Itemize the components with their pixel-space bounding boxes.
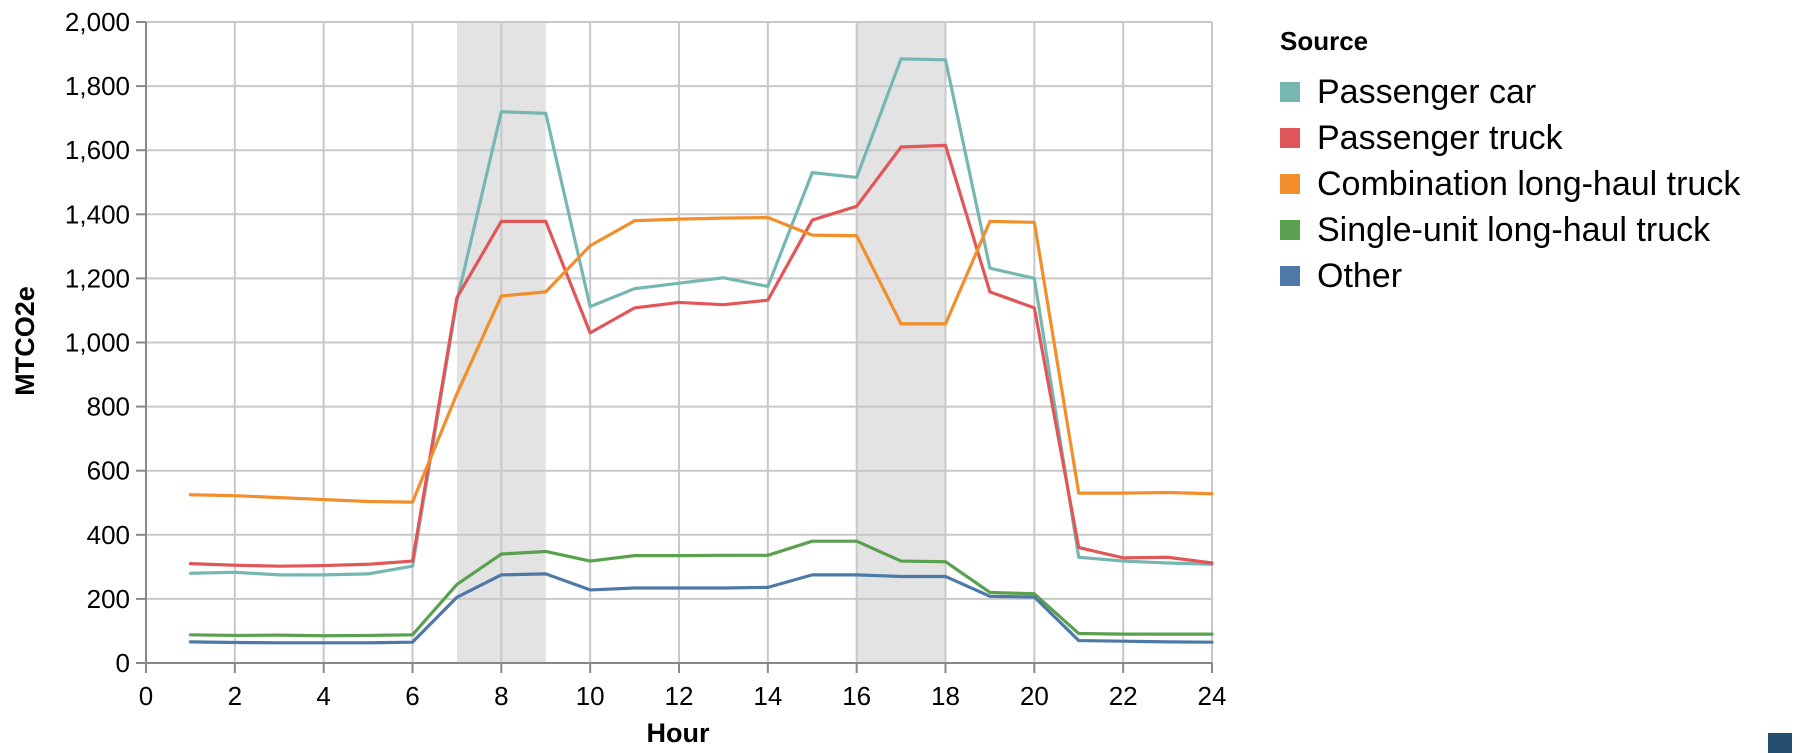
y-tick-label-5: 1,000 xyxy=(65,328,130,358)
y-tick-label-0: 0 xyxy=(116,648,130,678)
y-tick-label-9: 1,800 xyxy=(65,71,130,101)
y-tick-label-6: 1,200 xyxy=(65,263,130,293)
y-tick-label-2: 400 xyxy=(87,520,130,550)
x-tick-label-4: 8 xyxy=(494,681,508,711)
legend-item: Other xyxy=(1280,253,1740,299)
legend-label: Combination long-haul truck xyxy=(1317,164,1741,203)
legend-swatch xyxy=(1280,128,1300,148)
y-tick-label-10: 2,000 xyxy=(65,7,130,37)
series-line-other xyxy=(188,572,1214,645)
x-tick-label-9: 18 xyxy=(931,681,960,711)
legend-items: Passenger car Passenger truck Combination … xyxy=(1280,69,1740,299)
x-tick-label-8: 16 xyxy=(842,681,871,711)
legend-item: Passenger car xyxy=(1280,69,1740,115)
series-line-passenger-car xyxy=(188,57,1214,577)
x-tick-label-7: 14 xyxy=(753,681,782,711)
legend-label: Passenger car xyxy=(1317,72,1537,111)
legend-swatch xyxy=(1280,82,1300,102)
x-tick-label-0: 0 xyxy=(139,681,153,711)
line-chart: 0 2 4 6 8 10 12 14 16 18 20 22 2402004006008001,0001… xyxy=(10,7,1227,748)
y-tick-label-8: 1,600 xyxy=(65,135,130,165)
logo-mark xyxy=(1768,733,1792,753)
legend-label: Single-unit long-haul truck xyxy=(1317,210,1711,249)
legend-swatch xyxy=(1280,174,1300,194)
x-tick-label-2: 4 xyxy=(316,681,330,711)
series-lines xyxy=(188,57,1214,645)
legend: Source Passenger car Passenger truck Combi… xyxy=(1280,26,1740,299)
y-tick-label-4: 800 xyxy=(87,392,130,422)
x-axis-title: Hour xyxy=(647,718,710,748)
legend-item: Combination long-haul truck xyxy=(1280,161,1740,207)
x-tick-label-11: 22 xyxy=(1109,681,1138,711)
x-tick-label-12: 24 xyxy=(1198,681,1227,711)
y-tick-label-7: 1,400 xyxy=(65,199,130,229)
axes: 0 2 4 6 8 10 12 14 16 18 20 22 2402004006008001,0001… xyxy=(65,7,1227,711)
x-tick-label-6: 12 xyxy=(665,681,694,711)
legend-swatch xyxy=(1280,266,1300,286)
y-tick-label-3: 600 xyxy=(87,456,130,486)
x-tick-label-10: 20 xyxy=(1020,681,1049,711)
x-tick-label-5: 10 xyxy=(576,681,605,711)
legend-label: Passenger truck xyxy=(1317,118,1563,157)
series-line-combination-long-haul-truck xyxy=(188,215,1214,504)
y-axis-title: MTCO2e xyxy=(10,286,40,396)
x-tick-label-3: 6 xyxy=(405,681,419,711)
legend-item: Passenger truck xyxy=(1280,115,1740,161)
x-tick-label-1: 2 xyxy=(228,681,242,711)
series-line-single-unit-long-haul-truck xyxy=(188,539,1214,638)
legend-item: Single-unit long-haul truck xyxy=(1280,207,1740,253)
legend-label: Other xyxy=(1317,256,1403,295)
y-tick-label-1: 200 xyxy=(87,584,130,614)
series-line-passenger-truck xyxy=(188,143,1214,568)
legend-swatch xyxy=(1280,220,1300,240)
legend-title: Source xyxy=(1280,26,1369,56)
